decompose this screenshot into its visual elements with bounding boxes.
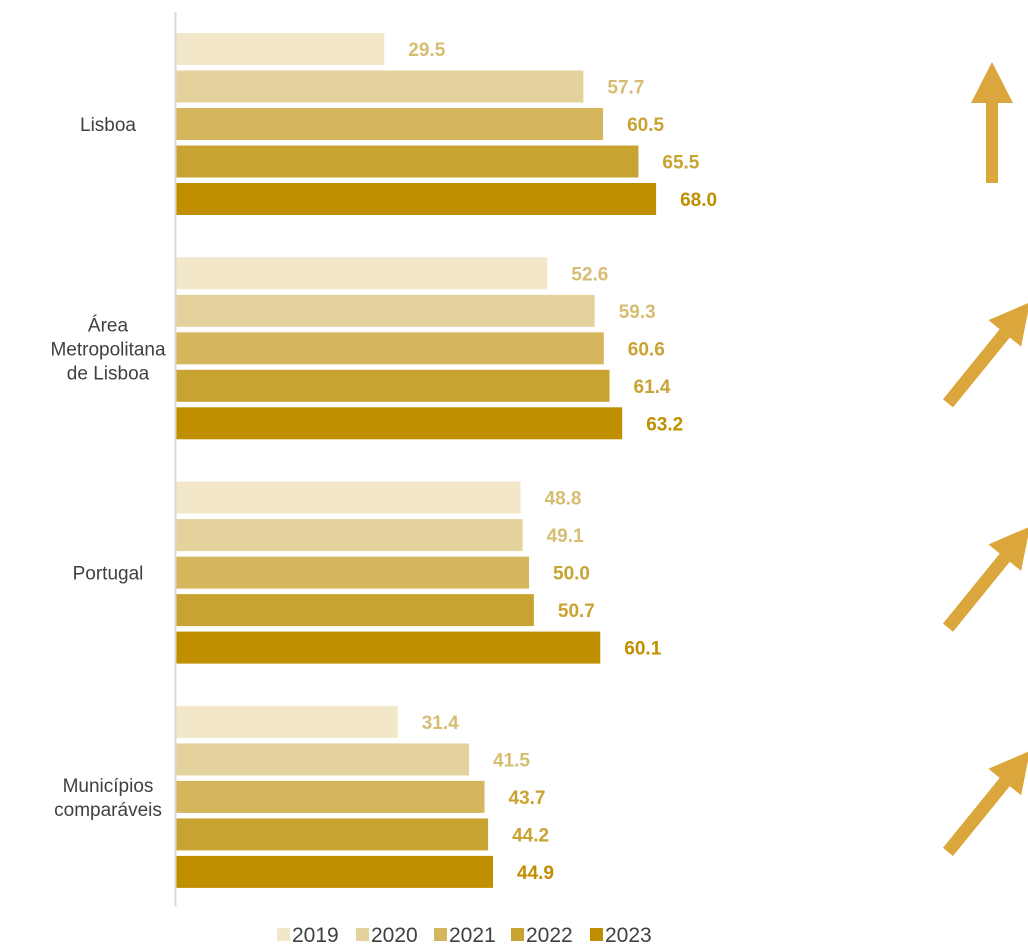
bar-3-2022 (176, 818, 489, 851)
data-label-2-2021: 50.0 (553, 564, 590, 585)
data-label-1-2021: 60.6 (628, 339, 665, 360)
data-label-1-2019: 52.6 (571, 264, 608, 285)
legend-swatch-2021 (434, 928, 447, 941)
legend-swatch-2020 (356, 928, 369, 941)
bar-3-2021 (176, 780, 485, 813)
bar-1-2020 (176, 294, 595, 327)
legend-swatch-2019 (277, 928, 290, 941)
legend: 2019 2020 2021 2022 2023 (277, 924, 652, 947)
bar-3-2019 (176, 705, 398, 738)
bar-2-2019 (176, 481, 521, 514)
trend-arrows-layer (943, 62, 1028, 856)
bar-1-2021 (176, 332, 604, 365)
bar-2-2021 (176, 556, 529, 589)
bars-layer (176, 33, 657, 888)
bar-3-2020 (176, 743, 469, 776)
legend-label-2021: 2021 (449, 924, 496, 947)
bar-0-2020 (176, 70, 584, 103)
data-label-3-2022: 44.2 (512, 825, 549, 846)
data-label-2-2020: 49.1 (547, 526, 584, 547)
bar-0-2023 (176, 183, 657, 215)
data-label-3-2020: 41.5 (493, 750, 530, 771)
bar-2-2023 (176, 631, 601, 664)
category-label-1-1: Metropolitana (50, 339, 166, 360)
data-label-0-2023: 68.0 (680, 190, 717, 211)
data-label-1-2022: 61.4 (634, 377, 671, 398)
bar-1-2023 (176, 407, 623, 440)
category-label-3-1: comparáveis (54, 800, 162, 821)
data-label-1-2023: 63.2 (646, 414, 683, 435)
data-label-0-2019: 29.5 (408, 40, 445, 61)
bar-2-2022 (176, 594, 534, 627)
data-label-0-2021: 60.5 (627, 115, 664, 136)
bar-0-2019 (176, 33, 385, 65)
trend-arrow-2 (943, 527, 1028, 632)
data-label-0-2020: 57.7 (607, 78, 644, 99)
data-labels-layer: 29.5 57.7 60.5 65.5 68.0 52.6 59.3 60.6 61.4 63.2… (408, 40, 717, 884)
data-label-3-2023: 44.9 (517, 863, 554, 884)
category-label-3-0: Municípios (63, 776, 154, 797)
category-labels-layer: Lisboa Área Metropolitana de Lisboa Portugal… (50, 115, 166, 821)
data-label-3-2019: 31.4 (422, 713, 459, 734)
data-label-2-2022: 50.7 (558, 601, 595, 622)
data-label-2-2023: 60.1 (624, 639, 661, 660)
bar-1-2019 (176, 257, 548, 290)
bar-2-2020 (176, 519, 523, 552)
category-label-1-0: Área (88, 315, 129, 336)
bar-0-2021 (176, 108, 604, 140)
category-label-1-2: de Lisboa (67, 363, 150, 384)
bar-0-2022 (176, 145, 639, 178)
data-label-2-2019: 48.8 (545, 489, 582, 510)
trend-arrow-0 (971, 62, 1013, 183)
legend-swatch-2023 (590, 928, 603, 941)
legend-label-2020: 2020 (371, 924, 418, 947)
legend-label-2022: 2022 (526, 924, 573, 947)
category-label-2-0: Portugal (73, 564, 144, 585)
trend-arrow-3 (943, 751, 1028, 856)
legend-label-2023: 2023 (605, 924, 652, 947)
data-label-0-2022: 65.5 (662, 153, 699, 174)
legend-label-2019: 2019 (292, 924, 339, 947)
data-label-1-2020: 59.3 (619, 302, 656, 323)
bar-1-2022 (176, 369, 610, 402)
category-label-0-0: Lisboa (80, 115, 136, 136)
data-label-3-2021: 43.7 (509, 788, 546, 809)
legend-swatch-2022 (511, 928, 524, 941)
trend-arrow-1 (943, 303, 1028, 408)
bar-3-2023 (176, 855, 493, 888)
